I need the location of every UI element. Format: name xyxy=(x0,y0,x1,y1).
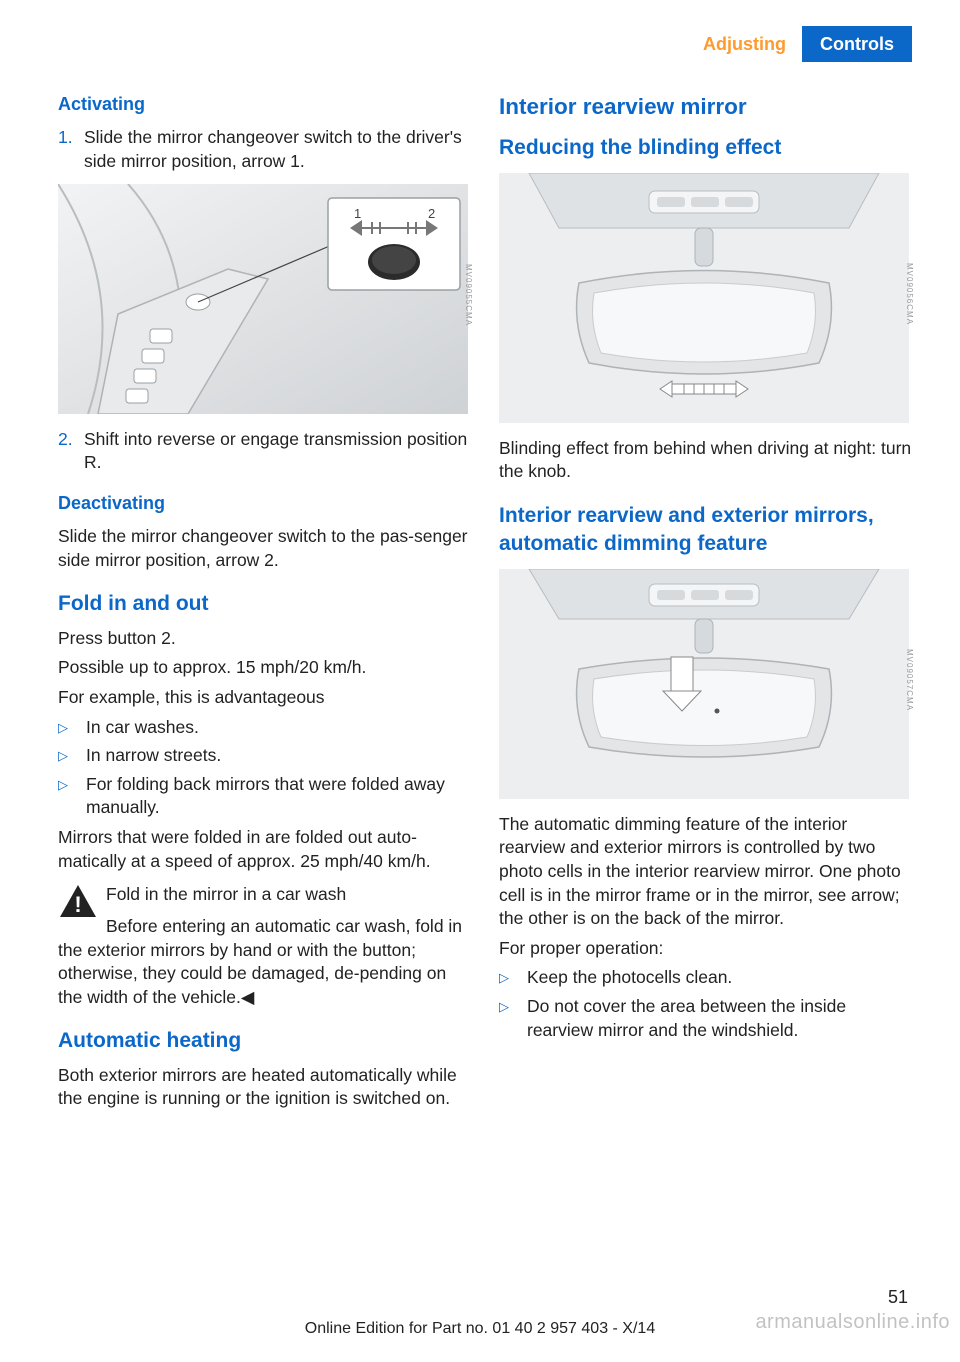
fold-p2: Possible up to approx. 15 mph/20 km/h. xyxy=(58,656,471,680)
svg-text:2: 2 xyxy=(428,206,435,221)
auto-bullet-1: ▷Keep the photocells clean. xyxy=(499,966,912,990)
warning-block: ! Fold in the mirror in a car wash Befor… xyxy=(58,883,471,1009)
fold-bullet-2: ▷In narrow streets. xyxy=(58,744,471,768)
warning-body: Before entering an automatic car wash, f… xyxy=(58,915,471,1010)
heading-heating: Automatic heating xyxy=(58,1027,471,1055)
header-section: Adjusting xyxy=(687,26,802,62)
page-header: Adjusting Controls xyxy=(687,26,912,62)
content-area: Activating 1. Slide the mirror changeove… xyxy=(58,92,912,1272)
step-1-text: Slide the mirror changeover switch to th… xyxy=(84,126,471,173)
triangle-bullet-icon: ▷ xyxy=(58,744,86,768)
fold-p4: Mirrors that were folded in are folded o… xyxy=(58,826,471,873)
auto-p2: For proper operation: xyxy=(499,937,912,961)
reduce-text: Blinding effect from behind when driving… xyxy=(499,437,912,484)
heading-fold: Fold in and out xyxy=(58,590,471,618)
deactivating-text: Slide the mirror changeover switch to th… xyxy=(58,525,471,572)
figure-rearview-arrow: MV09057CMA xyxy=(499,569,912,799)
figure-code-3: MV09057CMA xyxy=(903,649,914,711)
heading-deactivating: Deactivating xyxy=(58,491,471,515)
left-column: Activating 1. Slide the mirror changeove… xyxy=(58,92,471,1272)
step-2: 2. Shift into reverse or engage transmis… xyxy=(58,428,471,475)
figure-rearview-knob: MV09056CMA xyxy=(499,173,912,423)
heading-activating: Activating xyxy=(58,92,471,116)
fold-bullet-1: ▷In car washes. xyxy=(58,716,471,740)
page-number: 51 xyxy=(888,1287,908,1308)
svg-text:!: ! xyxy=(74,892,81,917)
step-2-text: Shift into reverse or engage transmissio… xyxy=(84,428,471,475)
heading-reduce-blinding: Reducing the blinding effect xyxy=(499,134,912,162)
heading-interior-mirror: Interior rearview mirror xyxy=(499,92,912,122)
header-chapter: Controls xyxy=(802,26,912,62)
svg-text:1: 1 xyxy=(354,206,361,221)
triangle-bullet-icon: ▷ xyxy=(58,716,86,740)
figure-code-1: MV09055CMA xyxy=(462,264,473,326)
step-1: 1. Slide the mirror changeover switch to… xyxy=(58,126,471,173)
fold-p1: Press button 2. xyxy=(58,627,471,651)
auto-p1: The automatic dimming feature of the int… xyxy=(499,813,912,931)
warning-icon: ! xyxy=(58,883,98,919)
right-column: Interior rearview mirror Reducing the bl… xyxy=(499,92,912,1272)
watermark: armanualsonline.info xyxy=(755,1311,950,1334)
heating-text: Both exterior mirrors are heated automat… xyxy=(58,1064,471,1111)
fold-bullet-3: ▷For folding back mirrors that were fold… xyxy=(58,773,471,820)
step-2-number: 2. xyxy=(58,428,84,475)
figure-code-2: MV09056CMA xyxy=(903,263,914,325)
auto-bullet-2: ▷Do not cover the area between the insid… xyxy=(499,995,912,1042)
triangle-bullet-icon: ▷ xyxy=(58,773,86,820)
warning-title: Fold in the mirror in a car wash xyxy=(106,884,346,904)
figure-mirror-switch: 1 2 MV09055CMA xyxy=(58,184,471,414)
triangle-bullet-icon: ▷ xyxy=(499,995,527,1042)
step-1-number: 1. xyxy=(58,126,84,173)
heading-auto-dimming: Interior rearview and exterior mirrors, … xyxy=(499,502,912,559)
fold-p3: For example, this is advantageous xyxy=(58,686,471,710)
triangle-bullet-icon: ▷ xyxy=(499,966,527,990)
